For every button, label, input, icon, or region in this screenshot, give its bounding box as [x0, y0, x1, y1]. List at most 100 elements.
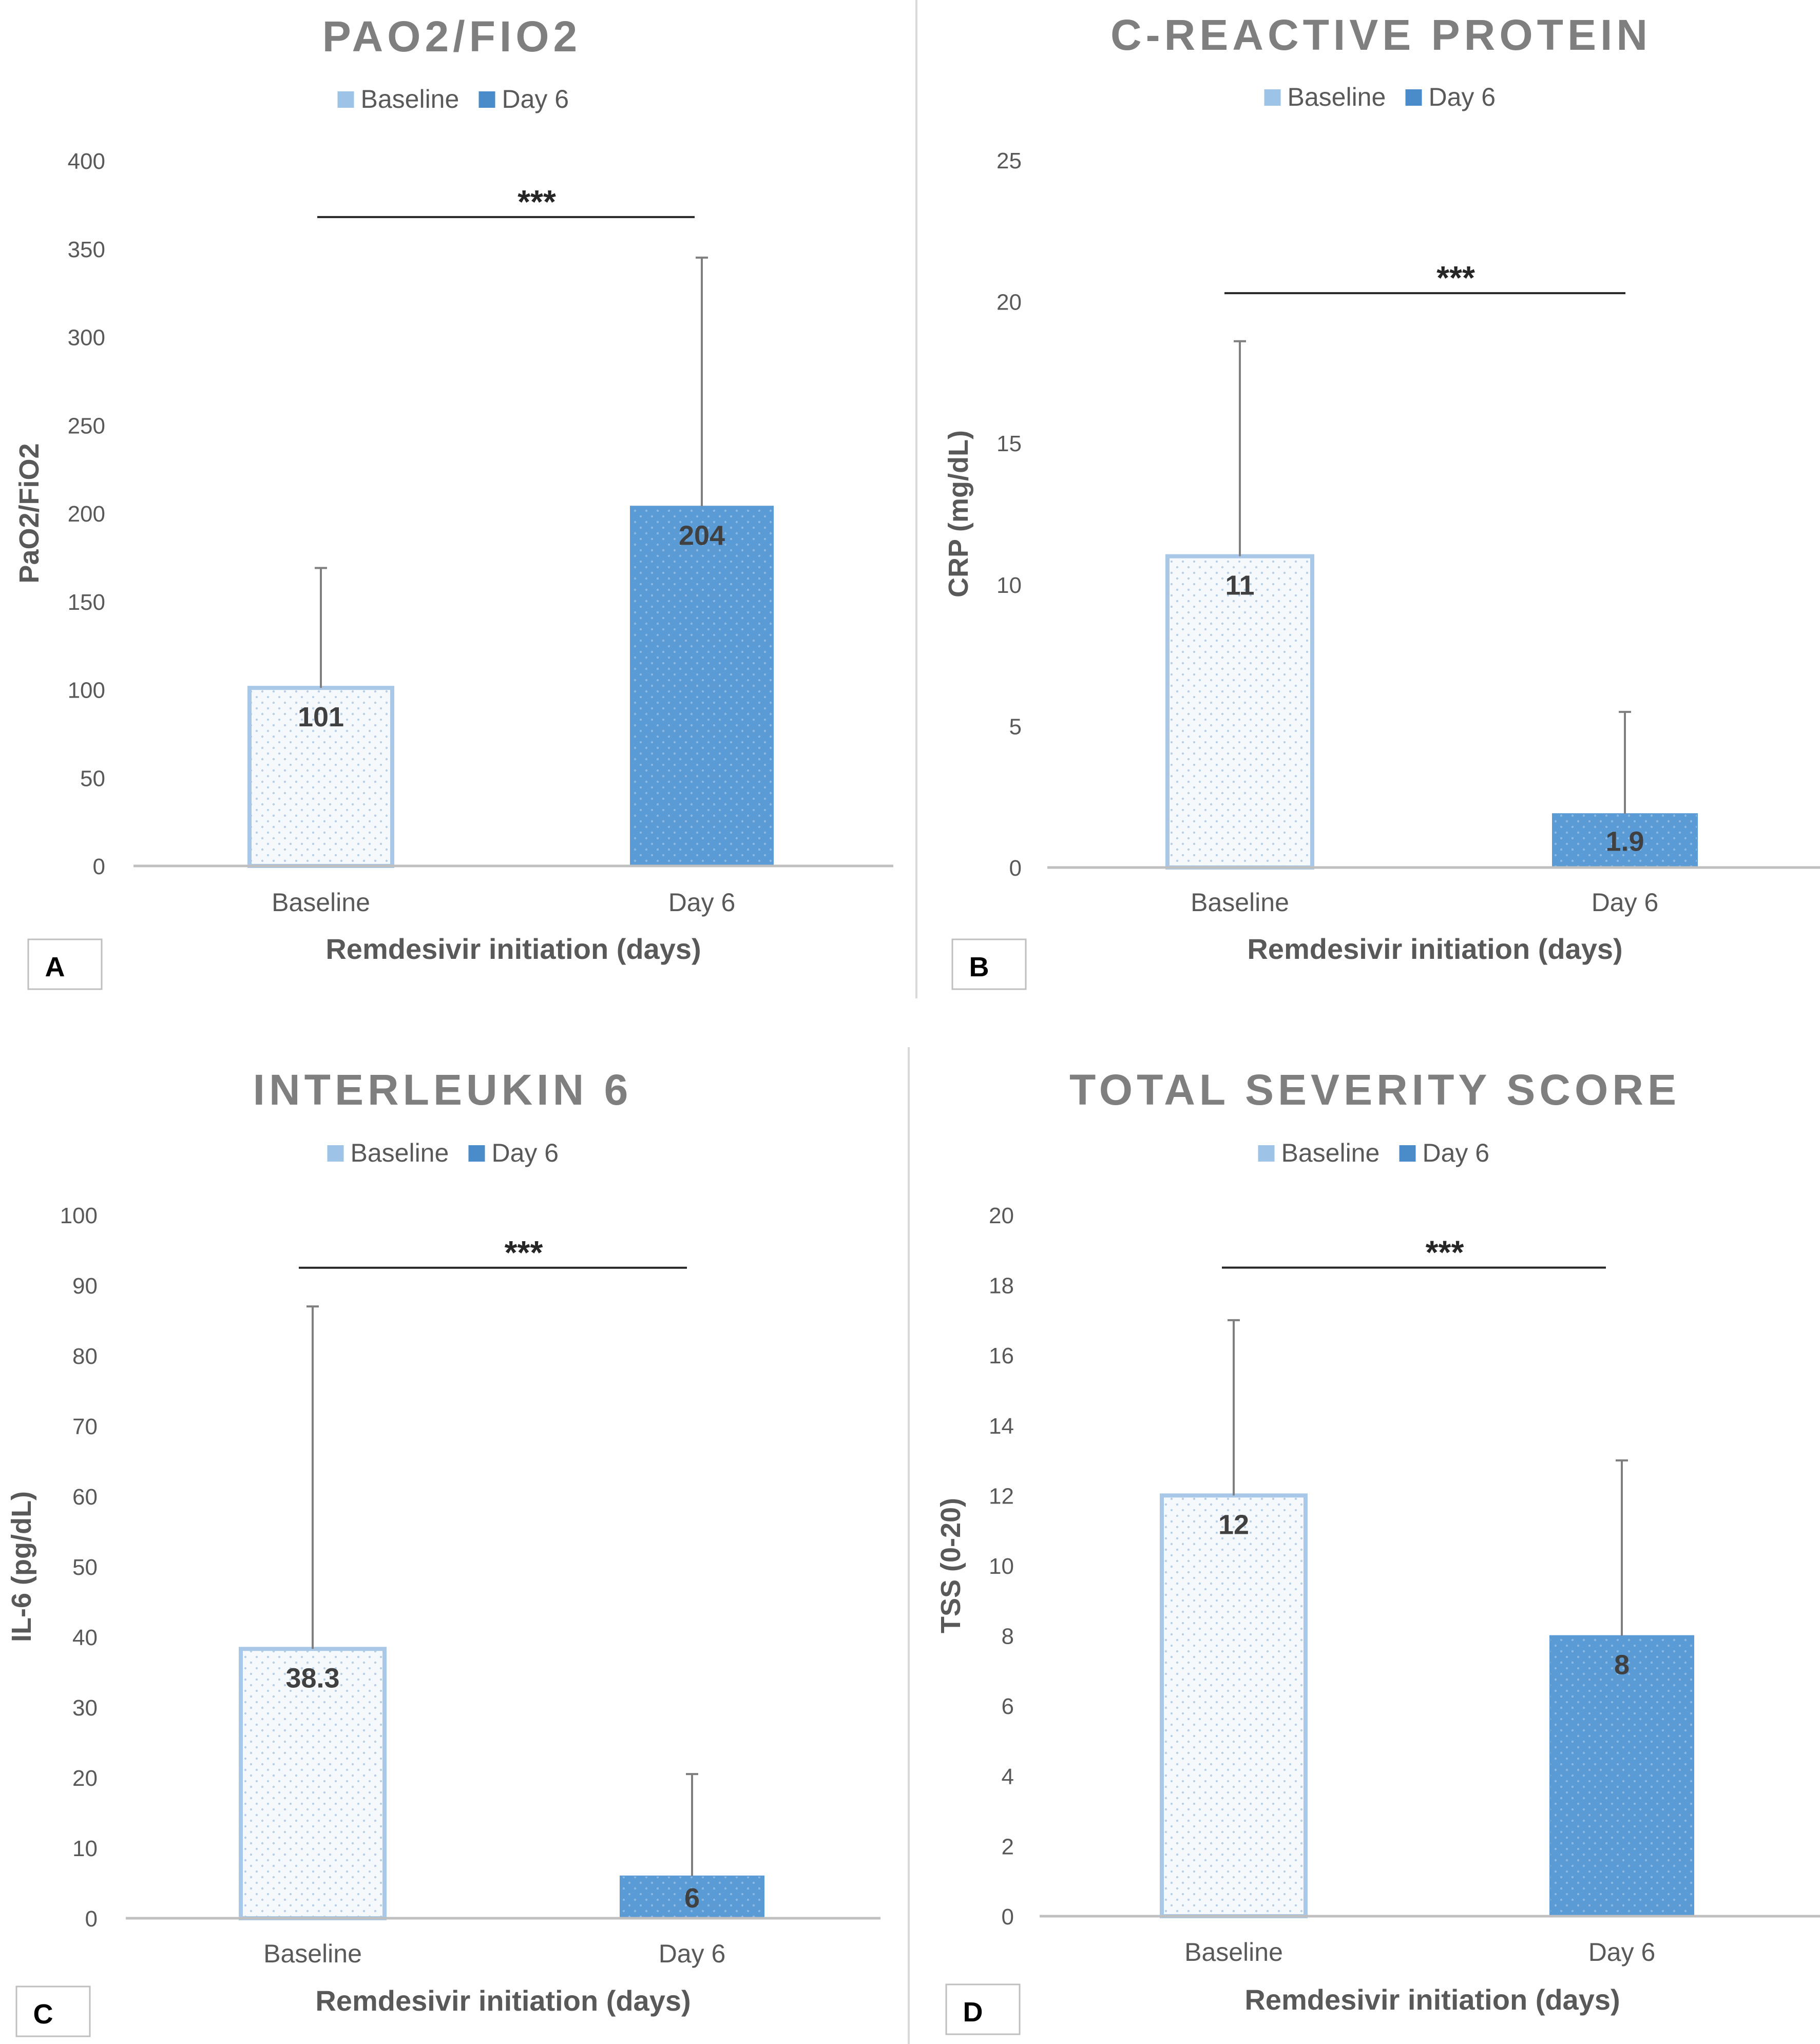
- x-axis-title: Remdesivir initiation (days): [1247, 933, 1622, 965]
- y-tick-label: 4: [1002, 1764, 1014, 1789]
- legend-swatch-day6: [1399, 1145, 1416, 1162]
- y-tick-label: 90: [72, 1274, 98, 1299]
- legend: Baseline Day 6: [327, 1139, 559, 1167]
- legend: Baseline Day 6: [337, 85, 569, 113]
- legend-swatch-baseline: [1258, 1145, 1275, 1162]
- y-axis-title: PaO2/FiO2: [14, 443, 45, 583]
- y-tick-label: 100: [68, 678, 105, 703]
- bar-day6: [1552, 813, 1698, 868]
- panel-letter: A: [45, 952, 65, 982]
- data-label-baseline: 12: [1218, 1509, 1249, 1540]
- y-axis-title: CRP (mg/dL): [943, 430, 974, 597]
- x-category-label: Day 6: [1588, 1938, 1656, 1966]
- legend-swatch-day6: [478, 91, 495, 108]
- x-axis-title: Remdesivir initiation (days): [1244, 1983, 1620, 2016]
- x-category-label: Baseline: [1184, 1938, 1283, 1966]
- x-category-label: Day 6: [1592, 888, 1659, 917]
- legend-label-baseline: Baseline: [1288, 83, 1386, 111]
- legend-label-baseline: Baseline: [361, 85, 459, 113]
- y-tick-label: 200: [68, 502, 105, 527]
- data-label-day6: 204: [679, 520, 725, 551]
- bar-baseline: [1160, 1493, 1308, 1918]
- panel-a: PAO2/FIO2 Baseline Day 6 0 50 100 150 200 250 300…: [14, 12, 893, 990]
- data-label-day6: 6: [684, 1883, 700, 1914]
- significance-marker: ***: [1436, 259, 1475, 296]
- data-label-baseline: 11: [1225, 570, 1254, 601]
- y-tick-label: 60: [72, 1484, 98, 1510]
- y-tick-label: 50: [80, 766, 105, 791]
- y-tick-label: 150: [68, 590, 105, 615]
- legend-label-baseline: Baseline: [1281, 1139, 1380, 1167]
- legend-swatch-baseline: [327, 1145, 344, 1162]
- panel-b: C-REACTIVE PROTEIN Baseline Day 6 0 5 10 15 20 2…: [943, 11, 1820, 990]
- y-tick-label: 50: [72, 1555, 98, 1580]
- y-tick-label: 14: [989, 1414, 1014, 1439]
- legend: Baseline Day 6: [1258, 1139, 1490, 1167]
- y-tick-label: 10: [989, 1554, 1014, 1579]
- x-axis-title: Remdesivir initiation (days): [315, 1984, 691, 2017]
- panel-letter-box: [27, 938, 103, 990]
- legend-label-day6: Day 6: [1423, 1139, 1490, 1167]
- x-category-label: Baseline: [1191, 888, 1289, 917]
- bar-day6: [630, 506, 774, 866]
- y-tick-label: 40: [72, 1625, 98, 1650]
- legend-label-day6: Day 6: [1429, 83, 1496, 111]
- panel-c: INTERLEUKIN 6 Baseline Day 6 0 10 20 30 40 50 60 7…: [6, 1066, 880, 2037]
- x-category-label: Baseline: [272, 888, 370, 917]
- y-axis-title: TSS (0-20): [935, 1498, 966, 1633]
- data-label-baseline: 101: [298, 702, 344, 732]
- y-tick-label: 0: [1002, 1904, 1014, 1930]
- y-tick-label: 16: [989, 1343, 1014, 1368]
- bar-baseline: [1165, 554, 1314, 870]
- y-tick-label: 0: [93, 854, 105, 879]
- data-label-day6: 1.9: [1605, 826, 1644, 857]
- legend-swatch-baseline: [1264, 89, 1281, 106]
- y-tick-label: 12: [989, 1483, 1014, 1509]
- y-tick-label: 250: [68, 413, 105, 438]
- significance-marker: ***: [505, 1234, 543, 1271]
- legend-swatch-day6: [468, 1145, 485, 1162]
- y-tick-label: 0: [1009, 856, 1022, 881]
- y-tick-label: 6: [1002, 1694, 1014, 1719]
- panel-letter-box: [15, 1985, 91, 2037]
- y-tick-label: 18: [989, 1274, 1014, 1299]
- y-axis-title: IL-6 (pg/dL): [6, 1491, 37, 1642]
- panel-letter-box: [945, 1983, 1021, 2035]
- bar-baseline: [247, 686, 394, 868]
- data-label-day6: 8: [1614, 1650, 1630, 1681]
- x-category-label: Baseline: [263, 1939, 362, 1968]
- legend: Baseline Day 6: [1264, 83, 1496, 111]
- significance-marker: ***: [1426, 1233, 1464, 1270]
- chart-title: TOTAL SEVERITY SCORE: [1069, 1066, 1680, 1114]
- legend-swatch-baseline: [337, 91, 354, 108]
- x-category-label: Day 6: [659, 1939, 726, 1968]
- y-tick-label: 25: [997, 148, 1022, 173]
- x-category-label: Day 6: [668, 888, 736, 917]
- y-tick-label: 300: [68, 325, 105, 351]
- y-tick-label: 20: [997, 290, 1022, 315]
- y-tick-label: 0: [85, 1906, 98, 1932]
- y-tick-label: 100: [60, 1203, 98, 1228]
- y-tick-label: 350: [68, 237, 105, 262]
- chart-title: INTERLEUKIN 6: [253, 1066, 633, 1114]
- panel-letter: D: [963, 1997, 983, 2028]
- panel-letter: B: [969, 952, 989, 982]
- y-tick-label: 15: [997, 431, 1022, 456]
- y-tick-label: 70: [72, 1414, 98, 1439]
- chart-title: C-REACTIVE PROTEIN: [1110, 11, 1652, 59]
- bar-baseline: [239, 1647, 387, 1921]
- y-tick-label: 30: [72, 1695, 98, 1721]
- y-tick-label: 10: [997, 573, 1022, 598]
- y-tick-label: 80: [72, 1344, 98, 1369]
- y-tick-label: 2: [1002, 1834, 1014, 1859]
- data-label-baseline: 38.3: [285, 1663, 339, 1693]
- bar-day6: [620, 1875, 764, 1919]
- y-tick-label: 10: [72, 1836, 98, 1861]
- legend-label-baseline: Baseline: [351, 1139, 449, 1167]
- panel-letter-box: [951, 938, 1027, 990]
- y-tick-label: 400: [68, 149, 105, 174]
- y-tick-label: 20: [72, 1766, 98, 1791]
- y-tick-label: 8: [1002, 1624, 1014, 1649]
- x-axis-title: Remdesivir initiation (days): [325, 933, 701, 965]
